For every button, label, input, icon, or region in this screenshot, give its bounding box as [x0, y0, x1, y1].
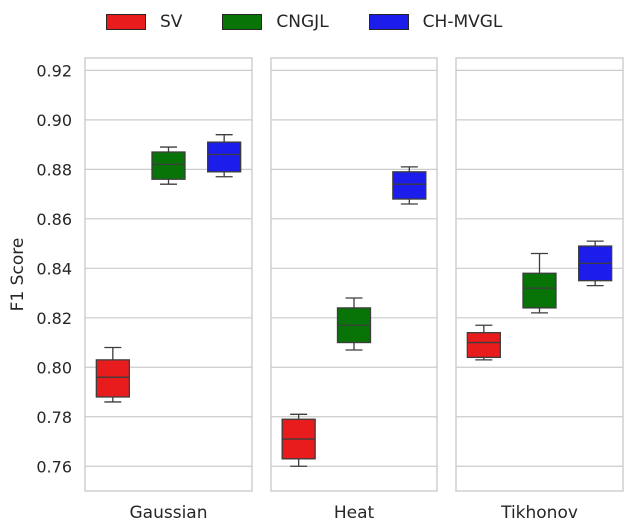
- x-tick-label: Heat: [334, 503, 375, 523]
- legend-swatch-cngjl: [222, 14, 263, 30]
- legend-swatch-ch-mvgl: [368, 14, 409, 30]
- panel-frame: [270, 57, 438, 492]
- legend-item-cngjl: CNGJL: [222, 12, 329, 32]
- panel-frame: [455, 57, 624, 492]
- legend-label-ch-mvgl: CH-MVGL: [422, 12, 503, 32]
- y-tick-label: 0.90: [36, 111, 72, 130]
- y-tick-label: 0.92: [36, 61, 72, 80]
- legend-swatch-sv: [106, 14, 146, 30]
- y-axis-label: F1 Score: [8, 238, 28, 312]
- y-tick-label: 0.86: [36, 210, 72, 229]
- y-tick-label: 0.78: [36, 408, 72, 427]
- box-ch-mvgl: [392, 171, 427, 200]
- y-tick-label: 0.82: [36, 309, 72, 328]
- legend-label-cngjl: CNGJL: [276, 12, 329, 32]
- legend-label-sv: SV: [160, 12, 183, 32]
- legend: SV CNGJL CH-MVGL: [106, 12, 542, 32]
- box-cngjl: [151, 151, 186, 180]
- y-tick-label: 0.80: [36, 358, 72, 377]
- box-ch-mvgl: [207, 141, 242, 173]
- box-sv: [466, 331, 501, 359]
- y-tick-label: 0.76: [36, 457, 72, 476]
- x-tick-label: Tikhonov: [500, 503, 578, 523]
- y-tick-label: 0.88: [36, 160, 72, 179]
- legend-item-ch-mvgl: CH-MVGL: [368, 12, 503, 32]
- y-tick-label: 0.84: [36, 259, 72, 278]
- x-tick-label: Gaussian: [130, 503, 208, 523]
- box-cngjl: [522, 272, 557, 309]
- panel-frame: [84, 57, 253, 492]
- legend-item-sv: SV: [106, 12, 182, 32]
- box-sv: [95, 359, 130, 398]
